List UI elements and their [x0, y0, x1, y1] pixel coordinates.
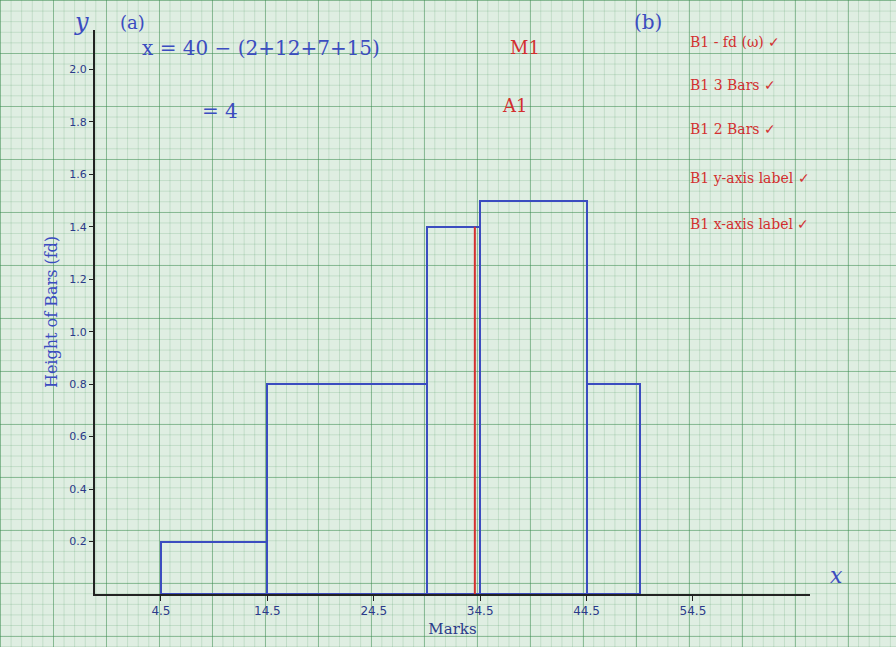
svg-text:= 4: = 4 — [202, 99, 238, 123]
svg-text:34.5: 34.5 — [467, 604, 494, 618]
svg-text:44.5: 44.5 — [573, 604, 600, 618]
svg-text:Height of Bars (fd): Height of Bars (fd) — [42, 236, 61, 388]
svg-text:0.4: 0.4 — [69, 483, 87, 496]
svg-text:24.5: 24.5 — [360, 604, 387, 618]
svg-text:1.6: 1.6 — [69, 168, 87, 181]
svg-text:M1: M1 — [510, 37, 540, 58]
svg-text:0.6: 0.6 — [69, 430, 87, 443]
svg-text:2.0: 2.0 — [69, 63, 87, 76]
svg-text:14.5: 14.5 — [254, 604, 281, 618]
svg-text:4.5: 4.5 — [151, 604, 170, 618]
svg-text:A1: A1 — [502, 95, 527, 116]
svg-text:1.0: 1.0 — [69, 326, 87, 339]
svg-text:B1 3 Bars ✓: B1 3 Bars ✓ — [690, 77, 776, 93]
svg-text:y: y — [74, 8, 89, 36]
svg-text:Marks: Marks — [428, 620, 476, 638]
svg-text:(a): (a) — [120, 12, 145, 33]
svg-text:54.5: 54.5 — [680, 604, 707, 618]
svg-text:B1 x-axis label ✓: B1 x-axis label ✓ — [690, 216, 809, 232]
svg-text:x: x — [830, 563, 843, 588]
svg-text:(b): (b) — [634, 10, 662, 34]
svg-text:1.2: 1.2 — [69, 273, 87, 286]
svg-text:0.2: 0.2 — [69, 535, 87, 548]
svg-text:B1 2 Bars ✓: B1 2 Bars ✓ — [690, 121, 776, 137]
svg-text:0.8: 0.8 — [69, 378, 87, 391]
svg-text:x = 40 − (2+12+7+15): x = 40 − (2+12+7+15) — [142, 36, 380, 60]
svg-text:B1 y-axis label ✓: B1 y-axis label ✓ — [690, 170, 810, 186]
svg-text:1.4: 1.4 — [69, 221, 87, 234]
svg-text:1.8: 1.8 — [69, 116, 87, 129]
svg-text:B1 - fd (ω) ✓: B1 - fd (ω) ✓ — [690, 34, 780, 50]
